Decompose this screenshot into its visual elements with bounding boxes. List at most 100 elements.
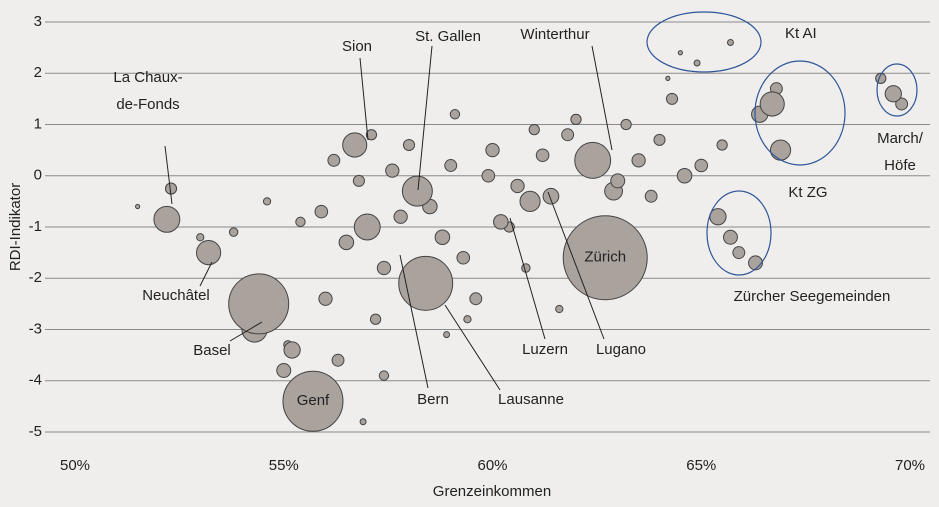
group-ellipse bbox=[754, 60, 846, 166]
y-tick-label: -4 bbox=[29, 372, 42, 389]
bubble bbox=[895, 97, 909, 111]
bubble bbox=[677, 50, 683, 56]
bubble bbox=[481, 168, 496, 183]
bubble bbox=[369, 313, 382, 325]
leader-line bbox=[417, 45, 433, 191]
leader-line bbox=[509, 217, 546, 340]
bubble bbox=[631, 153, 646, 168]
bubble bbox=[402, 138, 416, 152]
leader-line bbox=[547, 191, 605, 340]
bubble bbox=[228, 273, 290, 335]
y-tick-label: -1 bbox=[29, 218, 42, 235]
bubble bbox=[732, 246, 746, 260]
bubble bbox=[676, 167, 693, 184]
bubble bbox=[694, 158, 709, 173]
bubble bbox=[318, 291, 333, 306]
y-tick-label: 3 bbox=[34, 13, 42, 30]
annotation: La Chaux- bbox=[113, 69, 182, 86]
bubble bbox=[748, 255, 763, 271]
annotation: Basel bbox=[193, 342, 231, 359]
bubble bbox=[376, 260, 392, 276]
annotation: de-Fonds bbox=[116, 96, 179, 113]
bubble bbox=[485, 142, 500, 158]
annotation: Kt AI bbox=[785, 25, 817, 42]
bubble bbox=[359, 418, 367, 426]
bubble bbox=[469, 292, 483, 306]
bubble bbox=[610, 173, 626, 189]
bubble bbox=[519, 190, 541, 212]
bubble bbox=[444, 159, 458, 172]
bubble bbox=[342, 132, 368, 158]
group-ellipse bbox=[646, 11, 762, 73]
y-tick-label: 0 bbox=[34, 167, 42, 184]
annotation: Neuchâtel bbox=[142, 287, 210, 304]
leader-line bbox=[359, 57, 369, 141]
bubble bbox=[770, 139, 792, 161]
bubble bbox=[353, 213, 381, 241]
bubble bbox=[327, 153, 341, 167]
annotation: Zürich bbox=[584, 249, 626, 266]
leader-line bbox=[399, 254, 429, 389]
bubble bbox=[295, 216, 306, 228]
bubble bbox=[759, 91, 785, 117]
y-tick-label: -5 bbox=[29, 423, 42, 440]
bubble bbox=[884, 85, 902, 103]
annotation: Genf bbox=[297, 392, 330, 409]
annotation: Höfe bbox=[884, 157, 916, 174]
leader-line bbox=[229, 321, 263, 342]
bubble bbox=[456, 250, 471, 265]
leader-line bbox=[591, 45, 613, 151]
bubble bbox=[314, 204, 329, 219]
x-tick-label: 50% bbox=[60, 457, 90, 474]
bubble bbox=[434, 229, 451, 246]
bubble bbox=[716, 139, 728, 151]
annotation: Kt ZG bbox=[788, 184, 827, 201]
annotation: Sion bbox=[342, 38, 372, 55]
annotation: Lugano bbox=[596, 341, 646, 358]
bubble bbox=[574, 141, 612, 179]
bubble bbox=[693, 59, 701, 67]
bubble bbox=[535, 148, 550, 163]
bubble bbox=[262, 197, 272, 206]
group-ellipse bbox=[876, 63, 918, 117]
leader-line bbox=[444, 304, 501, 391]
annotation: Winterthur bbox=[520, 26, 589, 43]
bubble bbox=[665, 92, 679, 105]
bubble bbox=[282, 370, 344, 432]
annotation: St. Gallen bbox=[415, 28, 481, 45]
x-tick-label: 70% bbox=[895, 457, 925, 474]
annotation: Zürcher Seegemeinden bbox=[734, 288, 891, 305]
bubble bbox=[542, 187, 560, 205]
bubble bbox=[644, 189, 658, 203]
y-tick-label: -2 bbox=[29, 269, 42, 286]
x-tick-label: 65% bbox=[686, 457, 716, 474]
annotation: Bern bbox=[417, 391, 449, 408]
y-axis-label: RDI-Indikator bbox=[7, 183, 24, 271]
x-axis-label: Grenzeinkommen bbox=[433, 483, 551, 500]
bubble bbox=[528, 123, 540, 136]
bubble bbox=[555, 304, 564, 314]
x-tick-label: 60% bbox=[477, 457, 507, 474]
bubble bbox=[653, 133, 666, 146]
bubble bbox=[196, 240, 222, 266]
bubble bbox=[561, 128, 575, 142]
x-tick-label: 55% bbox=[269, 457, 299, 474]
bubble bbox=[352, 174, 365, 187]
bubble bbox=[398, 255, 454, 311]
y-tick-label: -3 bbox=[29, 320, 42, 337]
bubble bbox=[378, 370, 390, 381]
bubble bbox=[283, 341, 301, 359]
bubble bbox=[276, 363, 292, 378]
bubble bbox=[365, 129, 378, 141]
y-tick-label: 2 bbox=[34, 64, 42, 81]
bubble bbox=[153, 205, 181, 233]
leader-line bbox=[164, 145, 173, 205]
bubble bbox=[562, 215, 648, 301]
bubble bbox=[228, 227, 239, 237]
bubble bbox=[570, 113, 582, 126]
bubble bbox=[135, 203, 141, 210]
bubble bbox=[727, 39, 734, 46]
bubble bbox=[401, 175, 433, 207]
annotation: Luzern bbox=[522, 341, 568, 358]
